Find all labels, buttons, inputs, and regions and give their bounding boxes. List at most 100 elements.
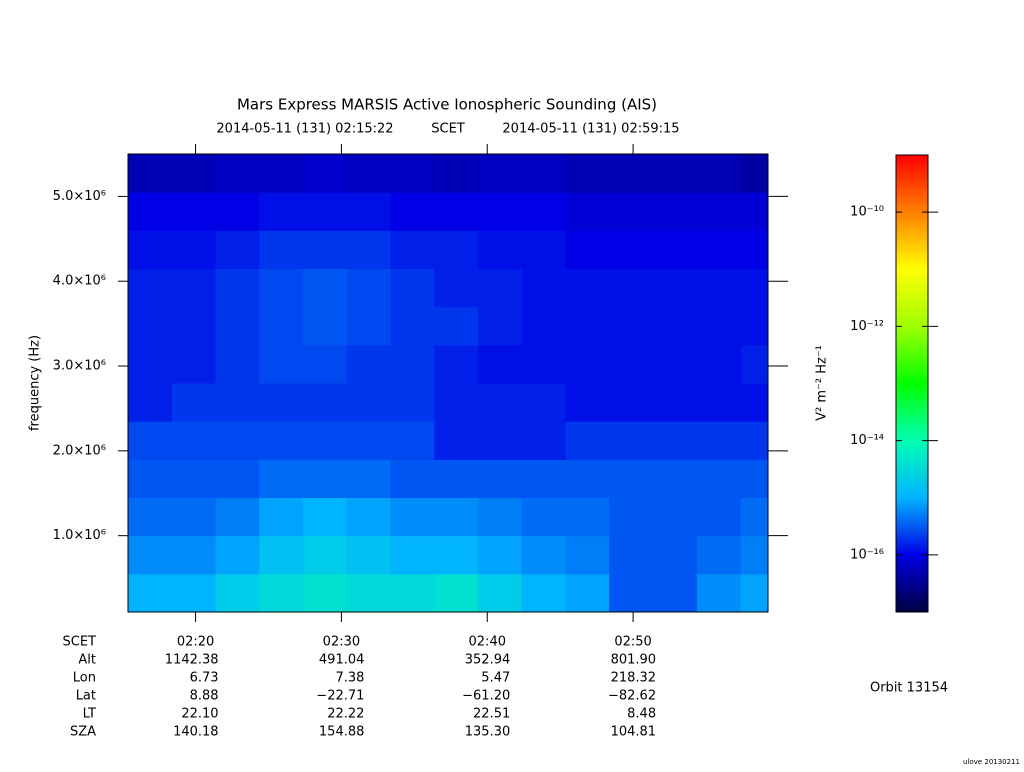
- spectrogram-cell: [128, 192, 173, 231]
- spectrogram-cell: [565, 192, 610, 231]
- colorbar-tick-label: 10⁻¹⁴: [850, 433, 884, 448]
- spectrogram-cell: [653, 535, 698, 575]
- orbit-label: Orbit 13154: [870, 681, 948, 696]
- spectrogram-cell: [259, 154, 304, 193]
- spectrogram-cell: [740, 421, 769, 460]
- spectrogram-cell: [259, 344, 304, 384]
- ephemeris-value: 154.88: [319, 725, 365, 740]
- spectrogram-cell: [521, 459, 567, 498]
- spectrogram-cell: [346, 192, 392, 231]
- spectrogram-cell: [740, 306, 769, 346]
- spectrogram-cell: [259, 192, 304, 231]
- spectrogram-cell: [609, 344, 654, 384]
- spectrogram-cell: [390, 230, 435, 269]
- spectrogram-cell: [303, 268, 348, 308]
- spectrogram-cell: [653, 573, 698, 613]
- ephemeris-value: 22.10: [181, 707, 218, 722]
- spectrogram-cell: [128, 344, 173, 384]
- spectrogram-cell: [521, 383, 567, 422]
- ephemeris-value: 801.90: [611, 653, 657, 668]
- colorbar-tick-label: 10⁻¹²: [850, 319, 884, 334]
- ephemeris-value: 135.30: [465, 725, 511, 740]
- spectrogram-cell: [609, 268, 654, 308]
- spectrogram-cell: [478, 192, 523, 231]
- spectrogram-cell: [171, 535, 217, 575]
- ephemeris-label: SCET: [63, 635, 97, 650]
- spectrogram-cell: [653, 192, 698, 231]
- spectrogram-cell: [653, 154, 698, 193]
- plot-frame: [127, 153, 769, 613]
- spectrogram-cell: [609, 535, 654, 575]
- spectrogram-cell: [740, 344, 769, 384]
- ephemeris-label: LT: [83, 707, 96, 722]
- spectrogram-cell: [565, 154, 610, 193]
- spectrogram-cell: [303, 344, 348, 384]
- y-tick-label: 3.0×10⁶: [53, 359, 106, 374]
- ephemeris-value: 7.38: [335, 671, 364, 686]
- spectrogram-cell: [653, 268, 698, 308]
- y-tick-label: 4.0×10⁶: [53, 274, 106, 289]
- spectrogram-cell: [128, 535, 173, 575]
- time-system: SCET: [431, 122, 465, 137]
- spectrogram-cell: [171, 383, 217, 422]
- y-tick-label: 2.0×10⁶: [53, 443, 106, 458]
- spectrogram-cell: [390, 573, 435, 613]
- spectrogram-cell: [565, 497, 610, 537]
- spectrogram-cell: [215, 497, 260, 537]
- spectrogram-cell: [609, 459, 654, 498]
- ephemeris-value: −82.62: [608, 689, 656, 704]
- spectrogram-cell: [259, 306, 304, 346]
- ephemeris-label: Lat: [76, 689, 96, 704]
- y-axis-label: frequency (Hz): [28, 335, 43, 431]
- spectrogram-cell: [653, 306, 698, 346]
- spectrogram-cell: [346, 459, 392, 498]
- spectrogram-cell: [128, 421, 173, 460]
- spectrogram-cell: [521, 306, 567, 346]
- spectrogram-cell: [390, 497, 435, 537]
- spectrogram-cell: [390, 306, 435, 346]
- spectrogram-cell: [521, 344, 567, 384]
- spectrogram-cell: [171, 192, 217, 231]
- spectrogram-cell: [215, 421, 260, 460]
- spectrogram-cell: [653, 497, 698, 537]
- spectrogram-cell: [303, 154, 348, 193]
- spectrogram-cell: [740, 230, 769, 269]
- spectrogram-cell: [609, 154, 654, 193]
- spectrogram-cell: [565, 306, 610, 346]
- spectrogram-cell: [346, 383, 392, 422]
- spectrogram-cell: [259, 497, 304, 537]
- ephemeris-value: 352.94: [465, 653, 511, 668]
- spectrogram-cell: [740, 573, 769, 613]
- spectrogram-cell: [259, 268, 304, 308]
- spectrogram-cell: [434, 192, 479, 231]
- spectrogram-cell: [259, 535, 304, 575]
- spectrogram-cell: [171, 230, 217, 269]
- spectrogram-cell: [171, 497, 217, 537]
- spectrogram: [128, 154, 769, 613]
- ephemeris-label: SZA: [70, 725, 96, 740]
- ephemeris-value: 104.81: [611, 725, 657, 740]
- spectrogram-cell: [215, 573, 260, 613]
- spectrogram-cell: [128, 383, 173, 422]
- ephemeris-value: 140.18: [173, 725, 219, 740]
- spectrogram-cell: [521, 421, 567, 460]
- ephemeris-value: 491.04: [319, 653, 365, 668]
- ephemeris-value: 22.22: [327, 707, 364, 722]
- x-tick-label: 02:40: [469, 635, 506, 650]
- spectrogram-cell: [259, 383, 304, 422]
- spectrogram-cell: [390, 192, 435, 231]
- spectrogram-cell: [346, 306, 392, 346]
- spectrogram-cell: [171, 268, 217, 308]
- spectrogram-cell: [696, 497, 742, 537]
- spectrogram-cell: [696, 230, 742, 269]
- spectrogram-cell: [478, 421, 523, 460]
- colorbar-tick-label: 10⁻¹⁶: [850, 547, 884, 562]
- spectrogram-cell: [565, 573, 610, 613]
- x-tick-label: 02:20: [177, 635, 214, 650]
- spectrogram-cell: [521, 535, 567, 575]
- y-tick-label: 1.0×10⁶: [53, 528, 106, 543]
- spectrogram-cell: [215, 154, 260, 193]
- spectrogram-cell: [346, 497, 392, 537]
- ephemeris-label: Alt: [78, 653, 96, 668]
- spectrogram-cell: [390, 535, 435, 575]
